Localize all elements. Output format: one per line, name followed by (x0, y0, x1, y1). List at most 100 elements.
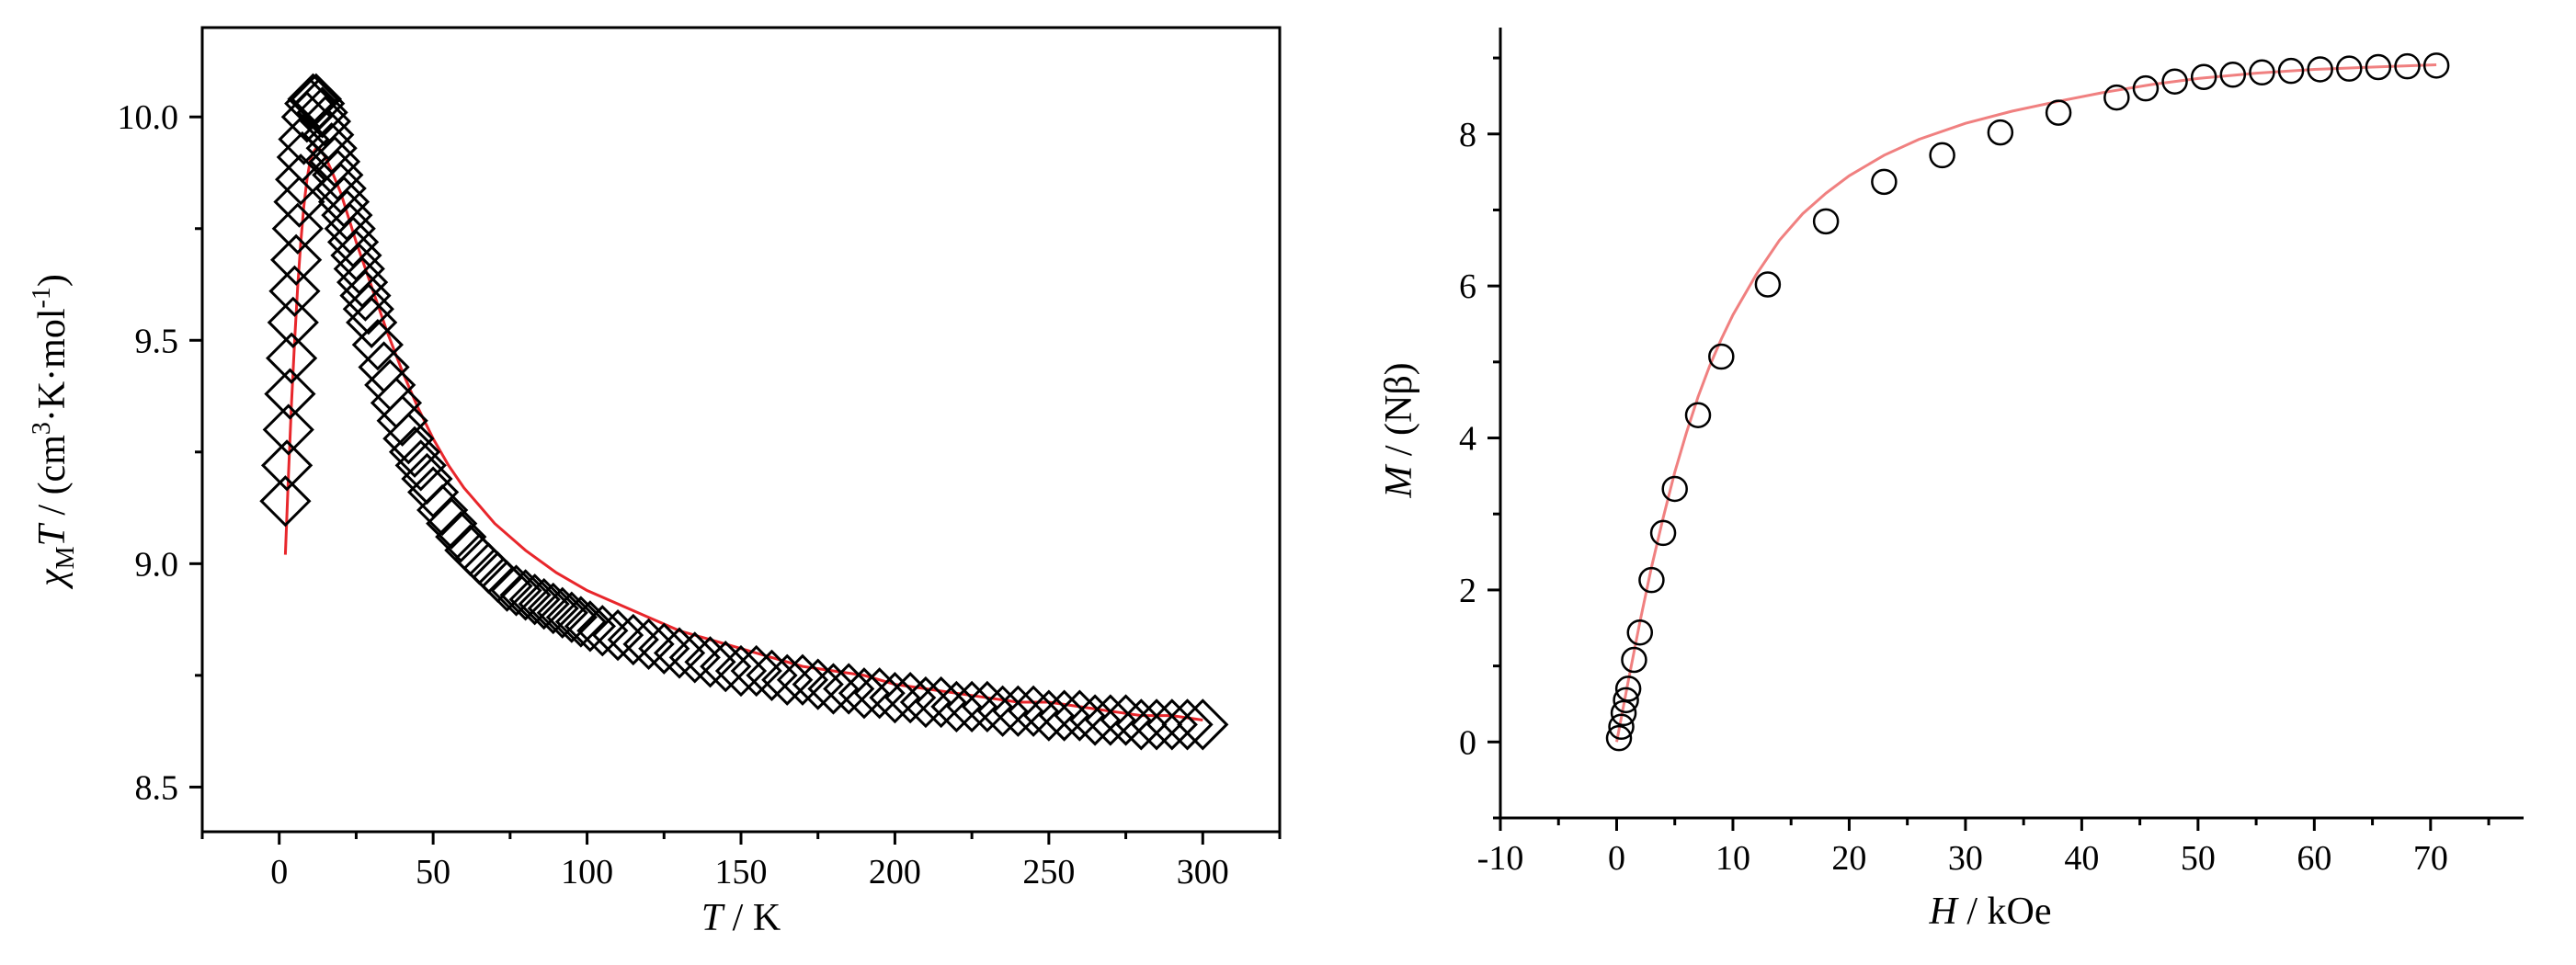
data-point (807, 663, 860, 715)
data-point (992, 685, 1044, 737)
data-point (518, 577, 570, 630)
data-point (638, 622, 690, 675)
x-tick-label: 0 (270, 853, 288, 891)
chi-t-data-points (259, 73, 1229, 751)
data-point (265, 332, 318, 384)
y-tick-label: 0 (1459, 723, 1476, 762)
data-point (1608, 713, 1635, 741)
x-tick-label: 250 (1022, 853, 1075, 891)
m-h-fit-curve (1615, 63, 2437, 743)
data-point (2365, 53, 2392, 81)
data-point (1605, 724, 1633, 752)
data-point (2307, 56, 2333, 83)
data-point (293, 77, 346, 130)
data-point (536, 586, 588, 639)
data-point (2394, 52, 2421, 80)
data-point (668, 631, 721, 684)
x-tick-label: 0 (1608, 839, 1625, 878)
x-tick-label: 70 (2413, 839, 2448, 878)
data-point (351, 319, 404, 371)
data-point (622, 618, 675, 670)
data-point (1871, 168, 1898, 196)
x-tick-label: 200 (869, 853, 921, 891)
data-point (527, 582, 579, 635)
chi-t-x-axis-label: T / K (701, 897, 781, 939)
data-point (339, 269, 392, 322)
data-point (1130, 698, 1183, 751)
data-point (823, 663, 875, 715)
data-point (2336, 55, 2363, 82)
y-tick-label: 8.5 (135, 768, 179, 807)
data-point (490, 564, 542, 617)
data-point (961, 680, 1014, 733)
data-point (296, 86, 348, 139)
data-point (884, 672, 937, 724)
data-point (1621, 646, 1647, 674)
data-point (260, 439, 313, 492)
data-point (1161, 698, 1214, 751)
x-tick-label: 300 (1177, 853, 1229, 891)
data-point (1754, 271, 1782, 298)
data-point (264, 368, 316, 420)
data-point (262, 403, 314, 456)
data-point (271, 202, 324, 255)
data-point (267, 296, 319, 348)
x-tick-label: 40 (2064, 839, 2099, 878)
data-point (1610, 699, 1637, 727)
x-tick-label: 10 (1715, 839, 1750, 878)
data-point (746, 649, 798, 701)
data-point (2045, 99, 2072, 126)
data-point (388, 426, 441, 478)
data-point (2277, 57, 2305, 85)
data-point (915, 676, 967, 729)
data-point (1708, 343, 1735, 370)
data-point (1638, 566, 1665, 594)
chi-t-fit-curve (283, 146, 1203, 721)
data-point (1684, 402, 1712, 428)
chi-t-x-ticks: 0 50 100 150 200 250 300 (200, 832, 1282, 891)
data-point (1084, 694, 1136, 746)
data-point (684, 636, 736, 688)
x-tick-label: 60 (2297, 839, 2331, 878)
chi-t-y-axis-label: χMT / (cm3·K·mol-1) (28, 274, 80, 590)
data-point (853, 667, 906, 720)
fit-line (1615, 63, 2437, 743)
data-point (2161, 68, 2188, 95)
data-point (342, 283, 394, 335)
data-point (1100, 694, 1152, 746)
x-tick-label: -10 (1477, 839, 1524, 878)
data-point (508, 573, 561, 626)
data-point (1626, 619, 1654, 646)
y-tick-label: 10.0 (118, 98, 179, 137)
data-point (1007, 685, 1060, 737)
data-point (1661, 475, 1688, 503)
data-point (653, 627, 706, 679)
data-point (761, 653, 814, 706)
data-point (2190, 63, 2217, 90)
data-point (2103, 84, 2130, 111)
m-h-data-points (1605, 52, 2450, 752)
data-point (700, 641, 752, 693)
m-h-x-ticks: -10 0 10 20 30 40 50 60 70 (1477, 818, 2491, 878)
data-point (946, 680, 998, 733)
m-h-axis-lines (1499, 28, 2524, 820)
data-point (1177, 698, 1229, 751)
y-tick-label: 2 (1459, 572, 1476, 610)
data-point (259, 475, 312, 528)
data-point (591, 608, 644, 662)
data-point (1614, 676, 1642, 702)
data-point (776, 653, 829, 706)
data-point (2219, 62, 2247, 88)
y-tick-label: 9.0 (135, 545, 179, 584)
data-point (270, 233, 323, 286)
data-point (382, 413, 435, 465)
data-point (268, 265, 321, 317)
data-point (2249, 59, 2275, 86)
data-point (607, 613, 659, 666)
data-point (899, 676, 952, 729)
m-h-x-axis-label: H / kOe (1929, 891, 2052, 933)
data-point (416, 483, 469, 537)
x-tick-label: 50 (2181, 839, 2216, 878)
y-tick-label: 6 (1459, 267, 1476, 306)
